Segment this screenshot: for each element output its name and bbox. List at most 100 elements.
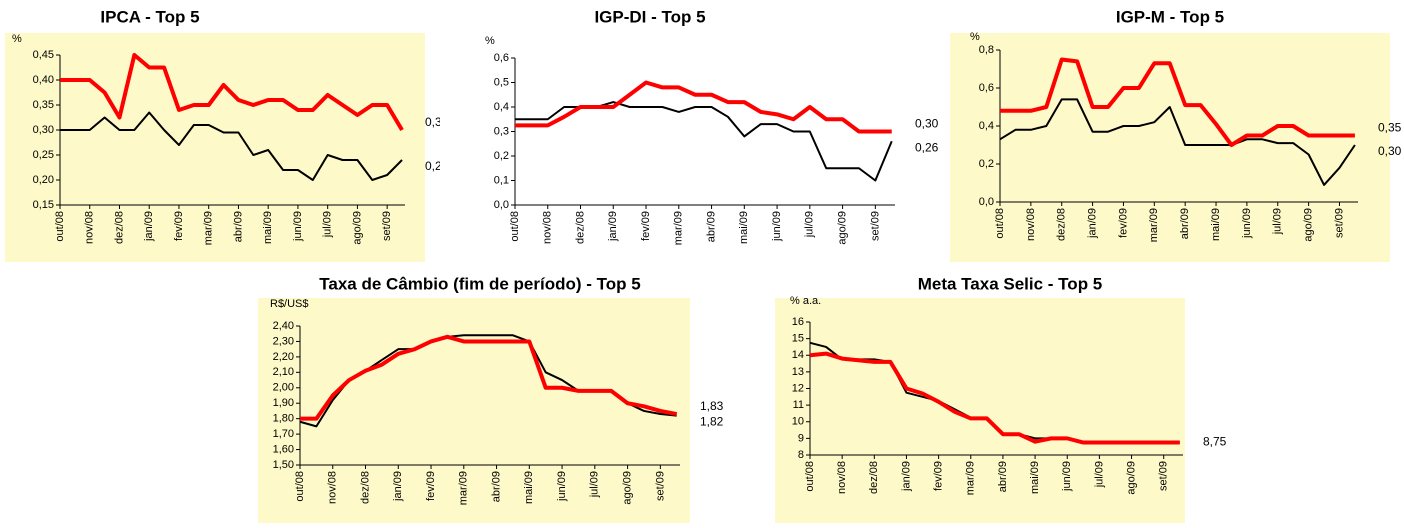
x-tick-label: fev/09 — [173, 211, 185, 241]
chart-title: IGP-DI - Top 5 — [594, 7, 705, 26]
y-tick-label: 0,35 — [33, 99, 54, 111]
y-tick-label: 2,10 — [273, 366, 294, 378]
x-tick-label: abr/09 — [232, 211, 244, 242]
x-tick-label: jun/09 — [771, 211, 783, 242]
chart-panel — [775, 298, 1185, 523]
x-tick-label: fev/09 — [640, 211, 652, 241]
x-tick-label: mar/09 — [673, 211, 685, 245]
x-tick-label: jul/09 — [589, 471, 601, 498]
series-line — [515, 80, 892, 134]
x-tick-label: ago/09 — [836, 211, 848, 245]
y-axis-unit: % — [12, 33, 22, 45]
y-tick-label: 2,30 — [273, 335, 294, 347]
x-tick-label: dez/08 — [359, 471, 371, 504]
x-tick-label: set/09 — [869, 211, 881, 241]
y-axis-unit: R$/US$ — [270, 298, 309, 310]
x-tick-label: nov/08 — [327, 471, 339, 504]
x-tick-label: jan/09 — [900, 461, 912, 492]
x-tick-label: out/08 — [509, 211, 521, 242]
series-line — [60, 111, 403, 181]
end-label: 0,26 — [915, 140, 939, 154]
y-tick-label: 8 — [798, 449, 804, 461]
x-tick-label: abr/09 — [490, 471, 502, 502]
y-tick-label: 0,0 — [494, 199, 509, 211]
y-tick-label: 0,20 — [33, 174, 54, 186]
x-tick-label: jun/09 — [556, 471, 568, 502]
x-tick-label: fev/09 — [1117, 208, 1129, 238]
y-tick-label: 10 — [792, 416, 804, 428]
end-label: 1,82 — [700, 415, 724, 429]
x-tick-label: nov/08 — [836, 461, 848, 494]
x-tick-label: mai/09 — [262, 211, 274, 244]
x-tick-label: dez/08 — [868, 461, 880, 494]
x-tick-label: abr/09 — [997, 461, 1009, 492]
y-tick-label: 1,50 — [273, 459, 294, 471]
x-tick-label: dez/08 — [113, 211, 125, 244]
y-tick-label: 0,25 — [33, 149, 54, 161]
x-tick-label: mar/09 — [965, 461, 977, 495]
chart-title: Meta Taxa Selic - Top 5 — [918, 274, 1103, 293]
x-tick-label: abr/09 — [705, 211, 717, 242]
y-tick-label: 0,45 — [33, 49, 54, 61]
x-tick-label: jul/09 — [804, 211, 816, 238]
x-tick-label: set/09 — [1158, 461, 1170, 491]
end-label: 8,75 — [1203, 435, 1227, 449]
series-line — [300, 334, 678, 421]
chart-title: IGP-M - Top 5 — [1116, 7, 1224, 26]
y-tick-label: 0,2 — [494, 150, 509, 162]
end-label: 0,30 — [915, 117, 939, 131]
x-tick-label: mar/09 — [1148, 208, 1160, 242]
series-line — [999, 98, 1356, 186]
x-tick-label: set/09 — [1333, 208, 1345, 238]
x-tick-label: dez/08 — [574, 211, 586, 244]
y-tick-label: 12 — [792, 382, 804, 394]
chart-title: IPCA - Top 5 — [100, 7, 199, 26]
x-tick-label: ago/09 — [351, 211, 363, 245]
x-tick-label: jun/09 — [292, 211, 304, 242]
y-tick-label: 2,40 — [273, 320, 294, 332]
y-tick-label: 0,8 — [979, 44, 994, 56]
y-axis-unit: % — [970, 31, 980, 43]
x-tick-label: out/08 — [294, 471, 306, 502]
y-tick-label: 15 — [792, 333, 804, 345]
x-tick-label: set/09 — [654, 471, 666, 501]
x-tick-label: jul/09 — [1272, 208, 1284, 235]
x-tick-label: out/08 — [54, 211, 66, 242]
y-tick-label: 0,2 — [979, 158, 994, 170]
x-tick-label: fev/09 — [425, 471, 437, 501]
y-tick-label: 1,90 — [273, 397, 294, 409]
x-tick-label: abr/09 — [1179, 208, 1191, 239]
x-tick-label: fev/09 — [933, 461, 945, 491]
x-tick-label: ago/09 — [1125, 461, 1137, 495]
y-axis-unit: % — [485, 35, 495, 47]
x-tick-label: jan/09 — [143, 211, 155, 242]
y-tick-label: 9 — [798, 432, 804, 444]
x-tick-label: ago/09 — [621, 471, 633, 505]
y-tick-label: 2,00 — [273, 382, 294, 394]
y-axis-unit: % a.a. — [790, 295, 821, 307]
end-label: 0,30 — [1378, 144, 1402, 158]
x-tick-label: mar/09 — [203, 211, 215, 245]
y-tick-label: 1,80 — [273, 413, 294, 425]
x-tick-label: out/08 — [804, 461, 816, 492]
y-tick-label: 0,5 — [494, 76, 509, 88]
y-tick-label: 13 — [792, 366, 804, 378]
x-tick-label: nov/08 — [542, 211, 554, 244]
x-tick-label: jun/09 — [1241, 208, 1253, 239]
y-tick-label: 16 — [792, 316, 804, 328]
y-tick-label: 0,6 — [979, 82, 994, 94]
x-tick-label: mai/09 — [1210, 208, 1222, 241]
y-tick-label: 1,60 — [273, 443, 294, 455]
x-tick-label: dez/08 — [1056, 208, 1068, 241]
x-tick-label: mai/09 — [738, 211, 750, 244]
series-line — [60, 53, 404, 132]
x-tick-label: jun/09 — [1061, 461, 1073, 492]
y-tick-label: 1,70 — [273, 428, 294, 440]
x-tick-label: jul/09 — [322, 211, 334, 238]
y-tick-label: 14 — [792, 349, 804, 361]
y-tick-label: 0,0 — [979, 196, 994, 208]
y-tick-label: 0,4 — [494, 101, 509, 113]
x-tick-label: jan/09 — [1086, 208, 1098, 239]
y-tick-label: 0,30 — [33, 124, 54, 136]
